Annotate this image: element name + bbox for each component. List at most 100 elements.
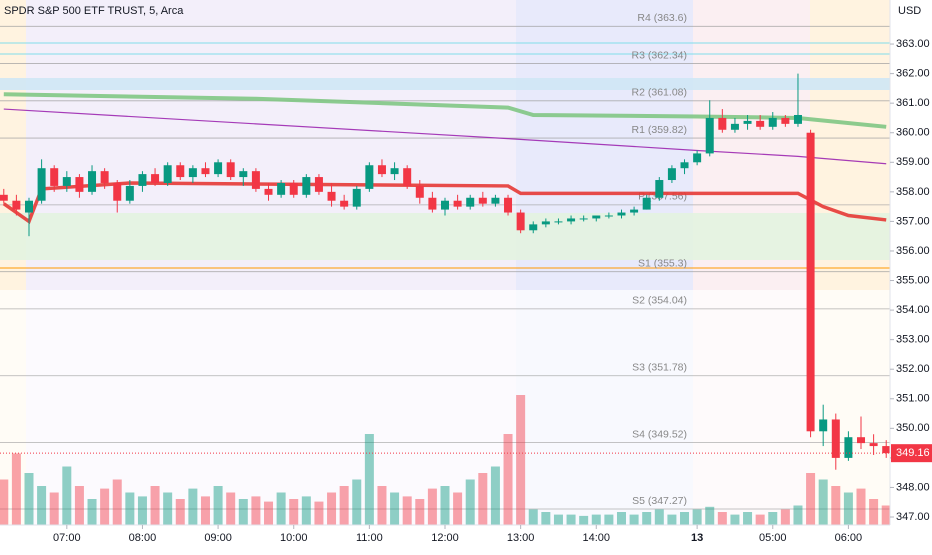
candle-body xyxy=(415,185,424,198)
pivot-label: S1 (355.3) xyxy=(638,257,687,269)
lower-band xyxy=(0,290,890,525)
candle-body xyxy=(75,177,84,192)
y-tick-label: 359.00 xyxy=(896,156,930,168)
volume-bar xyxy=(175,499,185,525)
axes: 347.00348.00349.00350.00351.00352.00353.… xyxy=(53,38,932,544)
x-tick-label: 05:00 xyxy=(759,532,787,544)
volume-bar xyxy=(37,486,47,525)
candle-body xyxy=(516,212,525,231)
volume-bar xyxy=(755,514,765,525)
volume-bar xyxy=(465,479,475,525)
volume-bar xyxy=(768,512,778,525)
candle-body xyxy=(504,197,513,213)
candle-body xyxy=(264,188,273,195)
volume-bar xyxy=(553,514,563,525)
y-tick-label: 350.00 xyxy=(896,422,930,434)
volume-bar xyxy=(163,492,173,525)
y-tick-label: 361.00 xyxy=(896,97,930,109)
candle-body xyxy=(592,215,601,219)
y-axis-label: USD xyxy=(898,5,921,17)
volume-bar xyxy=(150,486,160,525)
candle-body xyxy=(642,197,651,210)
candle-body xyxy=(844,437,853,458)
candle-body xyxy=(251,171,260,189)
candle-body xyxy=(882,446,891,454)
pivot-label: S2 (354.04) xyxy=(632,295,687,307)
candle-body xyxy=(831,419,840,458)
candle-body xyxy=(403,168,412,186)
volume-bar xyxy=(314,501,324,525)
y-tick-label: 362.00 xyxy=(896,68,930,80)
volume-bar xyxy=(24,473,34,525)
x-tick-label: 12:00 xyxy=(431,532,459,544)
y-tick-label: 354.00 xyxy=(896,304,930,316)
y-tick-label: 348.00 xyxy=(896,481,930,493)
volume-bar xyxy=(200,496,210,525)
candle-body xyxy=(390,168,399,175)
last-price-label: 349.16 xyxy=(896,447,930,459)
x-tick-label: 10:00 xyxy=(280,532,308,544)
candle-body xyxy=(693,153,702,163)
candle-body xyxy=(655,180,664,198)
volume-bar xyxy=(629,514,639,525)
candle-body xyxy=(781,117,790,124)
candle-body xyxy=(529,224,538,231)
volume-bar xyxy=(591,514,601,525)
x-tick-label: 09:00 xyxy=(204,532,232,544)
volume-bar xyxy=(137,496,147,525)
x-tick-label: 11:00 xyxy=(356,532,383,544)
candle-body xyxy=(125,185,134,201)
volume-bar xyxy=(705,506,715,525)
volume-bar xyxy=(188,488,198,525)
volume-bar xyxy=(780,509,790,525)
volume-bar xyxy=(869,499,879,525)
pivot-label: S3 (351.78) xyxy=(632,361,687,373)
candle-body xyxy=(491,197,500,204)
volume-bar xyxy=(843,492,853,525)
moving-average xyxy=(2,181,887,225)
y-tick-label: 351.00 xyxy=(896,393,930,405)
x-tick-label: 08:00 xyxy=(129,532,157,544)
volume-bar xyxy=(415,499,425,525)
y-tick-label: 357.00 xyxy=(896,215,930,227)
pivot-label: R4 (363.6) xyxy=(637,12,687,24)
candle-body xyxy=(554,221,563,223)
volume-bar xyxy=(352,479,362,525)
y-tick-label: 347.00 xyxy=(896,511,930,523)
candle-body xyxy=(718,117,727,130)
volume-bar xyxy=(390,492,400,525)
candle-body xyxy=(302,177,311,195)
candle-body xyxy=(214,162,223,175)
candle-body xyxy=(819,419,828,432)
candle-body xyxy=(188,168,197,178)
candle-body xyxy=(604,215,613,217)
candle-body xyxy=(138,174,147,186)
candle-body xyxy=(176,165,185,178)
candle-body xyxy=(352,188,361,207)
volume-bar xyxy=(806,473,816,525)
volume-bar xyxy=(327,492,337,525)
candle-body xyxy=(151,174,160,183)
candle-body xyxy=(88,171,97,192)
volume-bar xyxy=(74,486,84,525)
candle-body xyxy=(541,221,550,225)
candle-body xyxy=(24,200,33,213)
candle-body xyxy=(327,191,336,201)
volume-bar xyxy=(453,492,463,525)
pivot-label: S5 (347.27) xyxy=(632,495,687,507)
chart-title: SPDR S&P 500 ETF TRUST, 5, Arca xyxy=(4,5,184,17)
volume-bar xyxy=(490,466,500,525)
volume-bar xyxy=(579,515,589,525)
y-tick-label: 355.00 xyxy=(896,274,930,286)
volume-bar xyxy=(251,496,261,525)
candle-body xyxy=(705,117,714,154)
volume-bar xyxy=(616,512,626,525)
volume-bar xyxy=(364,434,374,525)
volume-bar xyxy=(112,479,122,525)
x-tick-label: 06:00 xyxy=(835,532,863,544)
volume-bar xyxy=(667,514,677,525)
candle-body xyxy=(37,168,46,201)
volume-bar xyxy=(503,434,513,525)
